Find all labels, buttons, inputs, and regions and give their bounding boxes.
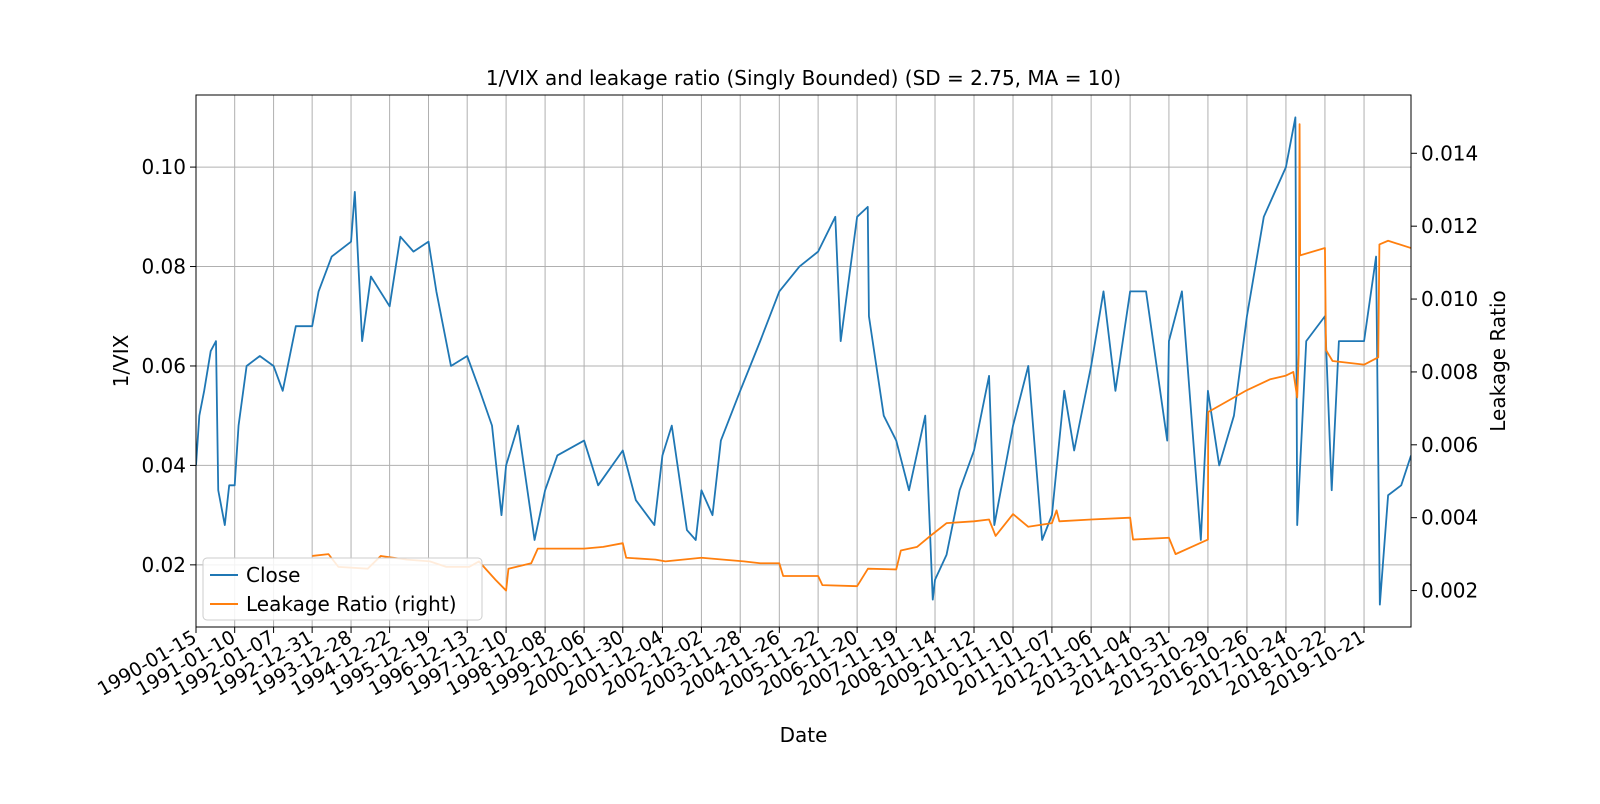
series-line-close bbox=[196, 116, 1411, 606]
y-right-tick-label: 0.004 bbox=[1421, 506, 1478, 530]
y-axis-right: 0.002 0.004 0.006 0.008 0.010 0.012 0.014 bbox=[1411, 141, 1478, 603]
y-right-tick-label: 0.002 bbox=[1421, 579, 1478, 603]
y-axis-right-label: Leakage Ratio bbox=[1486, 290, 1510, 432]
legend: Close Leakage Ratio (right) bbox=[202, 557, 483, 621]
y-axis-left: 0.02 0.04 0.06 0.08 0.10 bbox=[141, 155, 196, 577]
y-tick-label: 0.10 bbox=[141, 155, 186, 179]
x-axis-label: Date bbox=[780, 723, 828, 747]
series-layer bbox=[196, 116, 1411, 606]
grid bbox=[195, 95, 1411, 627]
y-right-tick-label: 0.014 bbox=[1421, 141, 1478, 165]
y-right-tick-label: 0.006 bbox=[1421, 433, 1478, 457]
chart-title: 1/VIX and leakage ratio (Singly Bounded)… bbox=[486, 66, 1121, 90]
y-axis-label: 1/VIX bbox=[109, 334, 133, 387]
legend-label-close: Close bbox=[246, 563, 300, 587]
y-right-tick-label: 0.012 bbox=[1421, 214, 1478, 238]
y-tick-label: 0.08 bbox=[141, 255, 186, 279]
y-tick-label: 0.04 bbox=[141, 453, 186, 477]
x-axis: 1990-01-151991-01-101992-01-071992-12-31… bbox=[94, 626, 1369, 700]
legend-label-leakage: Leakage Ratio (right) bbox=[246, 592, 457, 616]
plot-frame bbox=[195, 94, 1412, 628]
series-line-leakage-ratio bbox=[312, 123, 1411, 592]
y-right-tick-label: 0.010 bbox=[1421, 287, 1478, 311]
y-tick-label: 0.06 bbox=[141, 354, 186, 378]
legend-box bbox=[202, 557, 483, 621]
y-tick-label: 0.02 bbox=[141, 553, 186, 577]
y-right-tick-label: 0.008 bbox=[1421, 360, 1478, 384]
